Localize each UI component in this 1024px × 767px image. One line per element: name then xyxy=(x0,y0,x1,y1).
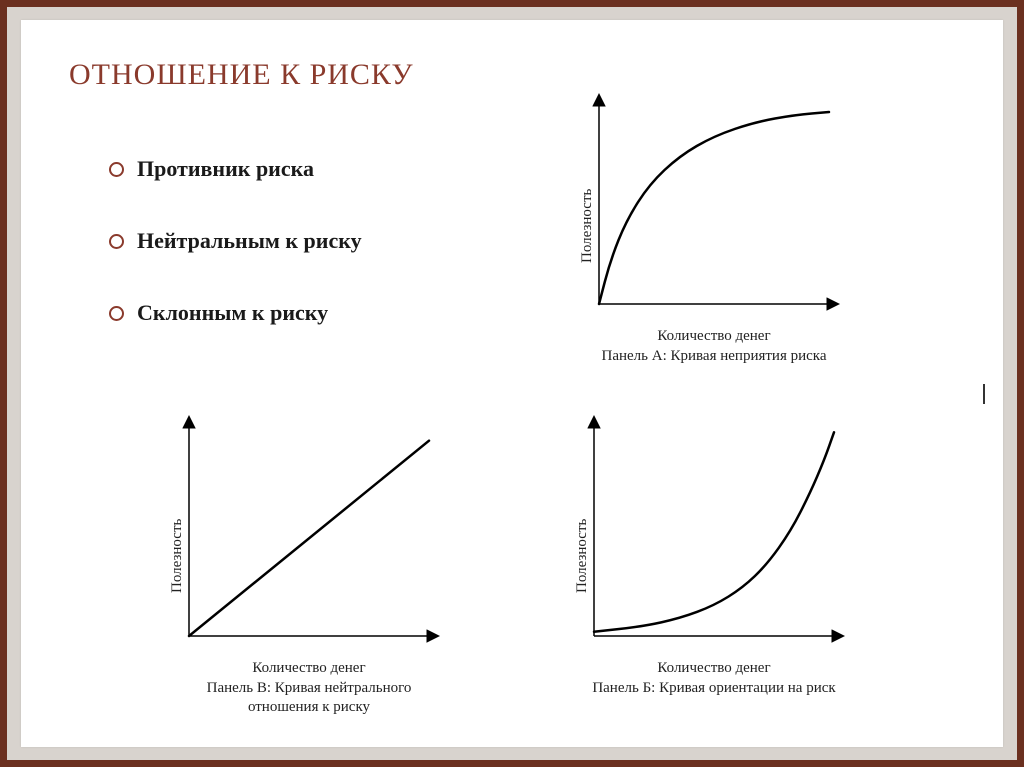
chart-risk-seeking: Полезность Количество денег Панель Б: Кр… xyxy=(576,408,852,698)
slide-title: ОТНОШЕНИЕ К РИСКУ xyxy=(69,58,414,92)
y-axis-label: Полезность xyxy=(169,518,186,592)
bullet-item: Противник риска xyxy=(109,156,362,182)
slide: ОТНОШЕНИЕ К РИСКУ Противник риска Нейтра… xyxy=(21,20,1003,747)
decorative-mark xyxy=(983,384,985,404)
outer-frame: ОТНОШЕНИЕ К РИСКУ Противник риска Нейтра… xyxy=(0,0,1024,767)
chart-svg xyxy=(576,408,852,654)
chart-caption: Панель В: Кривая нейтрального отношения … xyxy=(171,679,447,717)
chart-caption: Панель А: Кривая неприятия риска xyxy=(581,347,847,366)
x-axis-label: Количество денег xyxy=(171,660,447,677)
chart-svg xyxy=(581,86,847,322)
x-axis-label: Количество денег xyxy=(581,328,847,345)
chart-risk-averse: Полезность Количество денег Панель А: Кр… xyxy=(581,86,847,366)
chart-caption: Панель Б: Кривая ориентации на риск xyxy=(576,679,852,698)
y-axis-label: Полезность xyxy=(579,189,596,263)
chart-risk-neutral: Полезность Количество денег Панель В: Кр… xyxy=(171,408,447,717)
bullet-item: Нейтральным к риску xyxy=(109,228,362,254)
bullet-item: Склонным к риску xyxy=(109,300,362,326)
mid-frame: ОТНОШЕНИЕ К РИСКУ Противник риска Нейтра… xyxy=(7,7,1017,760)
y-axis-label: Полезность xyxy=(574,518,591,592)
chart-svg xyxy=(171,408,447,654)
x-axis-label: Количество денег xyxy=(576,660,852,677)
bullet-list: Противник риска Нейтральным к риску Скло… xyxy=(69,156,362,372)
